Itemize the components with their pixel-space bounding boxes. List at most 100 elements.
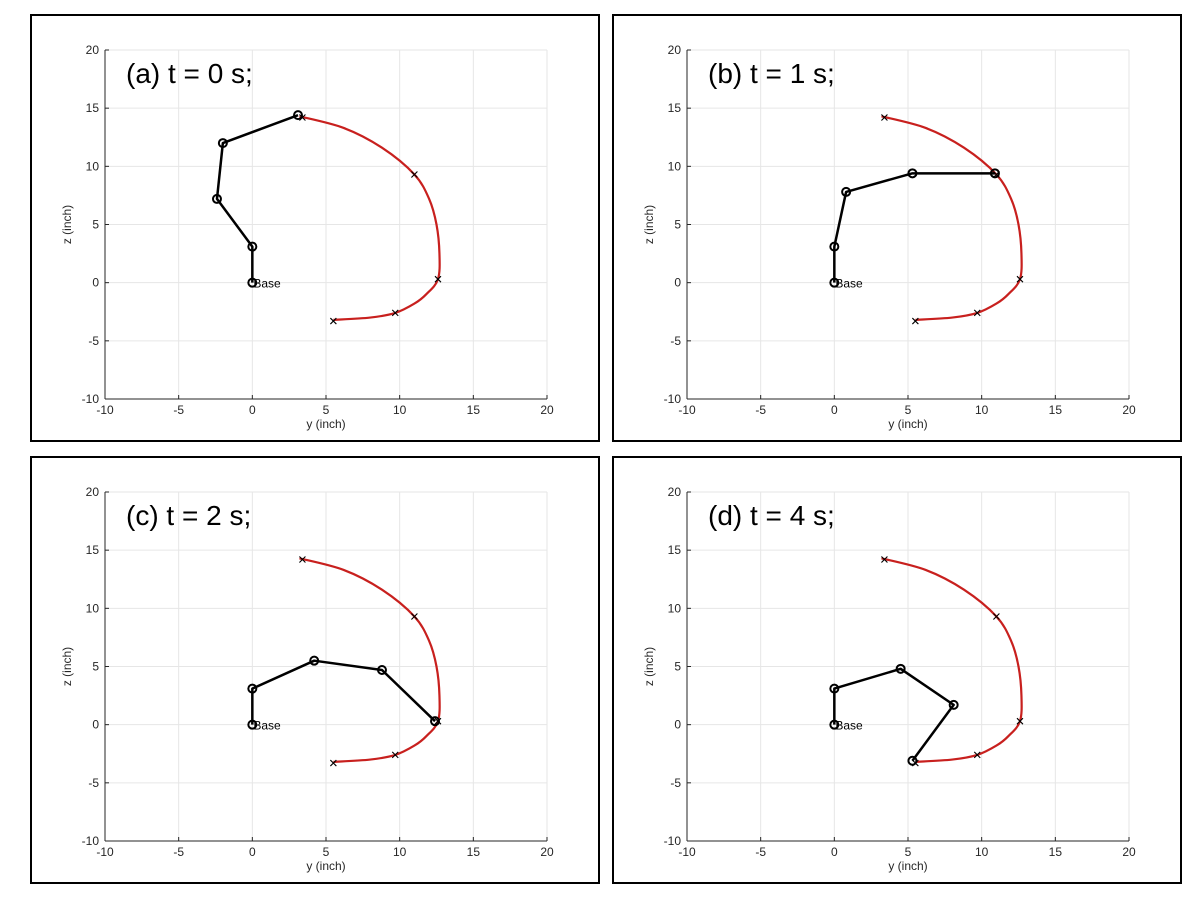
arm-joint — [948, 699, 959, 710]
trajectory-line — [881, 115, 1023, 321]
waypoint-marker — [911, 317, 919, 325]
base-label: Base — [835, 719, 863, 733]
x-tick-label: -10 — [678, 403, 696, 417]
waypoint-marker — [1016, 275, 1024, 283]
y-tick-label: 0 — [92, 718, 99, 732]
y-tick-label: 5 — [674, 660, 681, 674]
chart-panel-b: -10 -5 0 5 10 15 20 -10 -5 0 5 10 15 20 y (inch) z (inc… — [612, 14, 1182, 442]
waypoint-marker — [434, 275, 442, 283]
y-axis-label: z (inch) — [60, 647, 74, 686]
arm-joint — [309, 655, 320, 666]
x-tick-label: 20 — [1122, 845, 1136, 859]
y-tick-label: 5 — [674, 218, 681, 232]
y-axis-label: z (inch) — [642, 205, 656, 244]
y-tick-label: 20 — [86, 43, 100, 57]
y-tick-label: 10 — [86, 159, 100, 173]
y-tick-label: -10 — [664, 392, 682, 406]
y-tick-label: 10 — [86, 601, 100, 615]
arm-links — [833, 172, 995, 283]
y-tick-label: -5 — [88, 334, 99, 348]
waypoint-marker — [329, 759, 337, 767]
x-tick-label: 5 — [905, 403, 912, 417]
arm-joint — [829, 241, 840, 252]
x-tick-label: 0 — [831, 403, 838, 417]
base-label: Base — [253, 719, 281, 733]
arm-links — [215, 113, 299, 283]
arm-joint — [829, 277, 840, 288]
x-tick-label: 5 — [905, 845, 912, 859]
trajectory-line — [881, 557, 1023, 763]
y-tick-label: 5 — [92, 218, 99, 232]
y-tick-label: 15 — [668, 543, 682, 557]
waypoint-marker — [1016, 717, 1024, 725]
base-label: Base — [253, 277, 281, 291]
waypoint-marker — [329, 317, 337, 325]
panel-label: (d) t = 4 s; — [708, 500, 835, 531]
x-tick-label: 5 — [323, 403, 330, 417]
x-tick-label: 15 — [1049, 845, 1063, 859]
waypoint-marker — [973, 751, 981, 759]
y-axis-label: z (inch) — [642, 647, 656, 686]
x-tick-label: -10 — [96, 845, 114, 859]
panel-label: (c) t = 2 s; — [126, 500, 252, 531]
arm-joint — [247, 241, 258, 252]
y-tick-label: -5 — [670, 776, 681, 790]
trajectory-line — [299, 557, 441, 763]
y-tick-label: -10 — [82, 392, 100, 406]
x-axis-label: y (inch) — [306, 859, 345, 873]
waypoint-marker — [411, 171, 418, 178]
x-tick-label: 10 — [393, 403, 407, 417]
arm-joint — [211, 193, 222, 204]
y-tick-label: -5 — [88, 776, 99, 790]
y-tick-label: 15 — [86, 543, 100, 557]
y-tick-label: 20 — [86, 485, 100, 499]
x-axis-label: y (inch) — [888, 859, 927, 873]
waypoint-marker — [411, 613, 418, 620]
y-tick-label: 0 — [674, 718, 681, 732]
arm-joint — [247, 683, 258, 694]
y-tick-label: 15 — [668, 101, 682, 115]
chart-panel-d: -10 -5 0 5 10 15 20 -10 -5 0 5 10 15 20 y (inch) z (inc… — [612, 456, 1182, 884]
trajectory-line — [299, 115, 441, 321]
arm-joint — [293, 110, 304, 121]
y-tick-label: 15 — [86, 101, 100, 115]
arm-joint — [907, 755, 918, 766]
x-tick-label: -10 — [678, 845, 696, 859]
x-tick-label: -10 — [96, 403, 114, 417]
y-tick-label: 5 — [92, 660, 99, 674]
waypoint-marker — [391, 751, 399, 759]
waypoint-marker — [993, 613, 1000, 620]
y-tick-label: 10 — [668, 601, 682, 615]
arm-joint — [907, 168, 918, 179]
x-tick-label: 0 — [249, 845, 256, 859]
y-axis-label: z (inch) — [60, 205, 74, 244]
x-tick-label: 15 — [467, 845, 481, 859]
y-tick-label: 0 — [92, 276, 99, 290]
waypoint-marker — [881, 556, 888, 563]
x-tick-label: -5 — [755, 403, 766, 417]
panel-label: (b) t = 1 s; — [708, 58, 835, 89]
x-tick-label: 20 — [540, 845, 554, 859]
x-tick-label: 0 — [249, 403, 256, 417]
x-tick-label: -5 — [173, 403, 184, 417]
chart-panel-a: -10 -5 0 5 10 15 20 -10 -5 0 5 10 15 20 y (inch) z (inc… — [30, 14, 600, 442]
waypoint-marker — [434, 717, 442, 725]
y-tick-label: 20 — [668, 485, 682, 499]
arm-joint — [430, 716, 441, 727]
x-tick-label: 15 — [1049, 403, 1063, 417]
arm-joint — [247, 719, 258, 730]
waypoint-marker — [973, 309, 981, 317]
x-tick-label: 20 — [540, 403, 554, 417]
arm-joint — [895, 663, 906, 674]
y-tick-label: -10 — [664, 834, 682, 848]
arm-joint — [247, 277, 258, 288]
arm-joint — [217, 138, 228, 149]
arm-joint — [829, 683, 840, 694]
x-axis-label: y (inch) — [888, 417, 927, 431]
x-tick-label: 0 — [831, 845, 838, 859]
waypoint-marker — [391, 309, 399, 317]
x-axis-label: y (inch) — [306, 417, 345, 431]
y-tick-label: 10 — [668, 159, 682, 173]
x-tick-label: 10 — [393, 845, 407, 859]
y-tick-label: 0 — [674, 276, 681, 290]
